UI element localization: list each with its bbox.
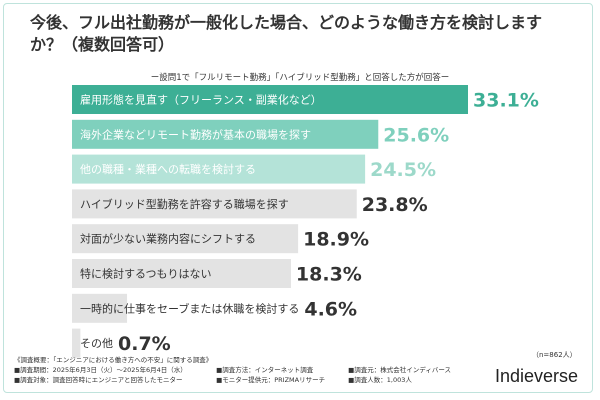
value-label-2: 25.6% xyxy=(383,124,449,146)
bar-6 xyxy=(72,259,291,288)
bar-4 xyxy=(72,189,357,219)
respondent-count: ■調査人数：1,003人 xyxy=(348,376,412,384)
survey-target: ■調査対象：調査回答時にエンジニアと回答したモニター xyxy=(14,376,183,384)
value-label-7: 4.6% xyxy=(304,298,357,320)
sample-size-label: （n=862人） xyxy=(532,351,577,359)
bar-2 xyxy=(72,119,379,149)
bar-label-6: 特に検討するつもりはない xyxy=(80,267,212,281)
survey-period: ■調査期間：2025年6月3日（火）〜2025年6月4日（水） xyxy=(14,366,187,374)
survey-title: 《調査概要：「エンジニアにおける働き方への不安」に関する調査》 xyxy=(14,356,213,364)
bar-label-5: 対面が少ない業務内容にシフトする xyxy=(80,232,256,246)
bar-label-8: その他 xyxy=(80,337,113,350)
bar-label-1: 雇用形態を見直す（フリーランス・副業化など） xyxy=(80,93,322,107)
value-label-1: 33.1% xyxy=(473,90,539,112)
bar-5 xyxy=(72,224,299,254)
value-label-5: 18.9% xyxy=(303,229,369,251)
bar-1 xyxy=(72,85,468,114)
chart-title: 今後、フル出社勤務が一般化した場合、どのような働き方を検討しますか？（複数回答可… xyxy=(30,13,543,54)
value-label-3: 24.5% xyxy=(370,159,436,181)
bar-label-4: ハイブリッド型勤務を許容する職場を探す xyxy=(80,197,289,211)
survey-organizer: ■調査元：株式会社インディバース xyxy=(348,366,452,374)
survey-method: ■調査方法：インターネット調査 xyxy=(216,366,314,374)
monitor-provider: ■モニター提供元：PRIZMAリサーチ xyxy=(216,376,326,384)
value-label-6: 18.3% xyxy=(296,264,362,286)
bar-label-7: 一時的に仕事をセーブまたは休職を検討する xyxy=(80,301,299,315)
bar-8 xyxy=(72,328,81,358)
bar-7 xyxy=(72,293,128,323)
survey-footer: 《調査概要：「エンジニアにおける働き方への不安」に関する調査》 ■調査期間：20… xyxy=(14,355,514,385)
value-label-8: 0.7% xyxy=(118,333,171,355)
bar-label-2: 海外企業などリモート勤務が基本の職場を探す xyxy=(80,127,311,141)
outer-frame xyxy=(3,3,593,393)
brand-logo: Indieverse xyxy=(495,366,579,386)
bar-3 xyxy=(72,154,366,184)
bar-label-3: 他の職種・業種への転職を検討する xyxy=(80,162,256,176)
chart-subtitle: ー設問1で「フルリモート勤務」「ハイブリッド型勤務」と回答した方が回答ー xyxy=(150,73,450,83)
value-label-4: 23.8% xyxy=(362,194,428,216)
